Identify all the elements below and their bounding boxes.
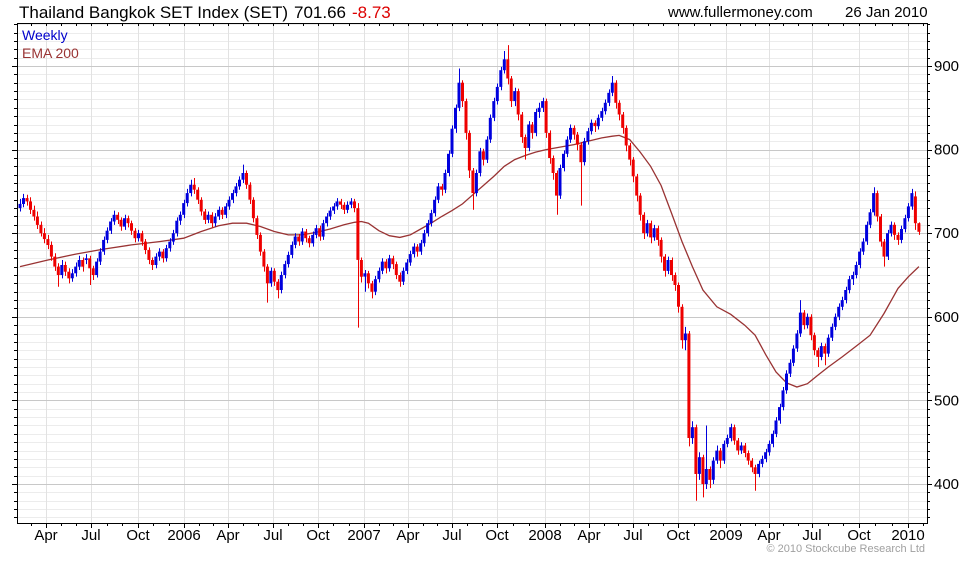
- x-axis-label: Apr: [216, 527, 239, 544]
- x-axis-label: 2009: [709, 527, 742, 544]
- x-axis-label: Oct: [666, 527, 690, 544]
- y-axis-label: 800: [934, 142, 959, 159]
- x-axis-label: 2008: [528, 527, 561, 544]
- x-axis-label: Oct: [847, 527, 871, 544]
- x-axis-label: Apr: [577, 527, 600, 544]
- x-axis-label: Jul: [442, 527, 461, 544]
- x-axis-label: Oct: [126, 527, 150, 544]
- chart-title: Thailand Bangkok SET Index (SET) 701.66 -8…: [19, 3, 391, 23]
- x-axis-label: 2010: [891, 527, 924, 544]
- x-axis-label: 2006: [167, 527, 200, 544]
- copyright: © 2010 Stockcube Research Ltd: [766, 543, 925, 555]
- x-axis-label: Jul: [263, 527, 282, 544]
- y-axis-label: 600: [934, 309, 959, 326]
- x-axis-label: Apr: [757, 527, 780, 544]
- x-axis-label: 2007: [347, 527, 380, 544]
- x-axis-label: Oct: [485, 527, 509, 544]
- chart-legend: Weekly EMA 200: [22, 26, 79, 62]
- x-axis-label: Apr: [396, 527, 419, 544]
- y-axis-label: 400: [934, 476, 959, 493]
- price-change: -8.73: [352, 3, 391, 22]
- y-axis-label: 700: [934, 225, 959, 242]
- legend-timeframe: Weekly: [22, 27, 68, 43]
- x-axis-label: Jul: [81, 527, 100, 544]
- legend-ema: EMA 200: [22, 45, 79, 61]
- x-axis-label: Apr: [34, 527, 57, 544]
- y-axis-label: 500: [934, 392, 959, 409]
- x-axis-label: Jul: [623, 527, 642, 544]
- last-price: 701.66: [294, 3, 346, 22]
- chart-date: 26 Jan 2010: [845, 4, 928, 21]
- instrument-name: Thailand Bangkok SET Index (SET): [19, 3, 288, 22]
- x-axis-label: Jul: [802, 527, 821, 544]
- chart-header: Thailand Bangkok SET Index (SET) 701.66 -8…: [0, 0, 980, 22]
- y-axis-label: 900: [934, 58, 959, 75]
- x-axis-label: Oct: [306, 527, 330, 544]
- site-label: www.fullermoney.com: [668, 4, 813, 21]
